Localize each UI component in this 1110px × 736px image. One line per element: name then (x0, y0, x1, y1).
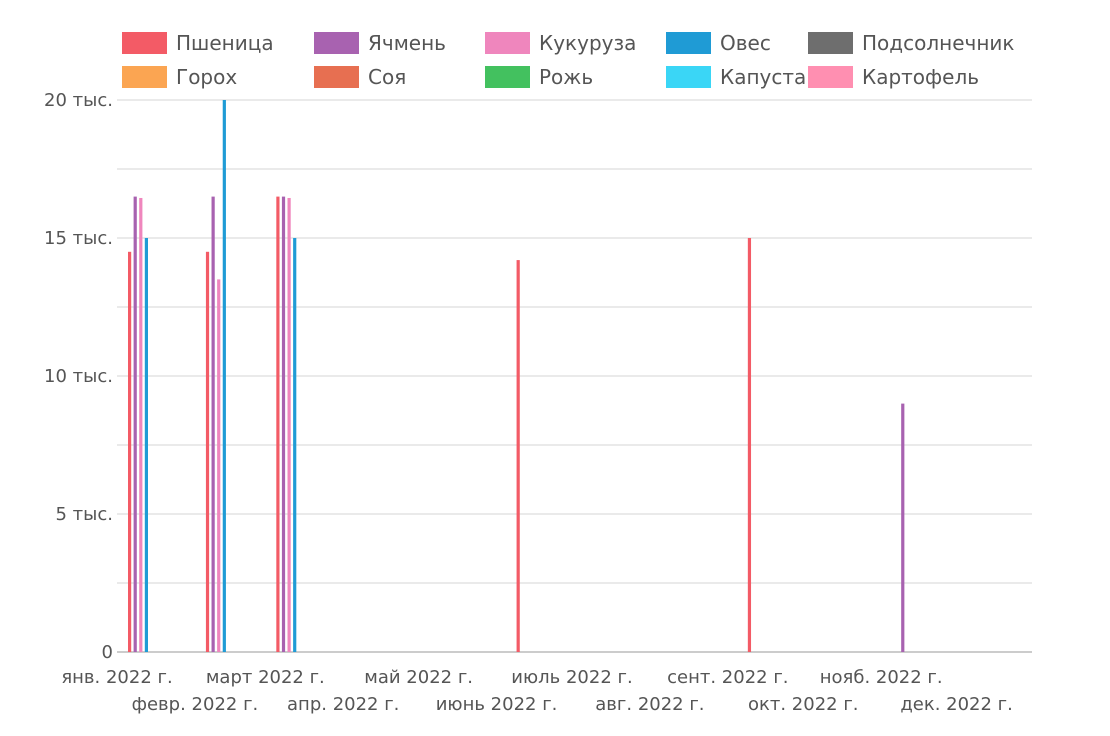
bar (128, 251, 132, 653)
legend-item: Соя (314, 65, 406, 89)
legend-item: Пшеница (122, 31, 274, 55)
legend-swatch (122, 66, 167, 88)
bar (293, 238, 297, 652)
legend-label: Ячмень (368, 31, 446, 55)
bar (139, 197, 143, 653)
x-tick-label: июнь 2022 г. (436, 694, 558, 715)
legend-item: Капуста (666, 65, 806, 89)
legend: Пшеница Ячмень Кукуруза Овес Подсолнечник Гор… (122, 31, 1014, 89)
bar (516, 260, 520, 652)
legend-swatch (808, 66, 853, 88)
legend-swatch (666, 66, 711, 88)
legend-swatch (314, 66, 359, 88)
y-tick-label: 20 тыс. (44, 90, 113, 111)
legend-swatch (666, 32, 711, 54)
legend-item: Ячмень (314, 31, 446, 55)
bar (211, 196, 215, 652)
bar (217, 279, 221, 652)
y-tick-label: 10 тыс. (44, 366, 113, 387)
x-tick-label: окт. 2022 г. (748, 694, 859, 715)
bar (205, 251, 210, 653)
bar (276, 196, 280, 652)
x-tick-label: авг. 2022 г. (595, 694, 704, 715)
legend-item: Картофель (808, 65, 979, 89)
legend-item: Подсолнечник (808, 31, 1014, 55)
bar (222, 100, 226, 652)
legend-label: Подсолнечник (862, 31, 1014, 55)
y-tick-label: 5 тыс. (56, 504, 114, 525)
legend-swatch (808, 32, 853, 54)
x-axis: янв. 2022 г. март 2022 г. май 2022 г. июль … (61, 667, 1013, 715)
bar (747, 238, 752, 652)
legend-swatch (485, 66, 530, 88)
legend-item: Рожь (485, 65, 593, 89)
legend-label: Соя (368, 65, 406, 89)
legend-item: Овес (666, 31, 771, 55)
x-tick-label: февр. 2022 г. (132, 694, 259, 715)
y-tick-label: 15 тыс. (44, 228, 113, 249)
bar (287, 197, 291, 653)
legend-label: Горох (176, 65, 237, 89)
legend-label: Капуста (720, 65, 806, 89)
x-tick-label: дек. 2022 г. (900, 694, 1013, 715)
bars (128, 100, 905, 653)
legend-label: Кукуруза (539, 31, 636, 55)
legend-label: Овес (720, 31, 771, 55)
x-tick-label: янв. 2022 г. (61, 667, 172, 688)
y-axis: 0 5 тыс. 10 тыс. 15 тыс. 20 тыс. (44, 90, 113, 663)
bar (144, 238, 148, 652)
bar (901, 403, 905, 652)
y-tick-label: 0 (102, 642, 113, 663)
legend-label: Рожь (539, 65, 593, 89)
x-tick-label: март 2022 г. (206, 667, 325, 688)
grid-lines (117, 99, 1032, 653)
x-tick-label: июль 2022 г. (511, 667, 632, 688)
x-tick-label: апр. 2022 г. (287, 694, 399, 715)
legend-label: Пшеница (176, 31, 274, 55)
legend-item: Горох (122, 65, 237, 89)
x-tick-label: сент. 2022 г. (667, 667, 788, 688)
x-tick-label: май 2022 г. (364, 667, 473, 688)
legend-item: Кукуруза (485, 31, 636, 55)
bar (133, 196, 137, 652)
legend-swatch (485, 32, 530, 54)
legend-swatch (122, 32, 167, 54)
bar (281, 196, 286, 652)
legend-swatch (314, 32, 359, 54)
x-tick-label: нояб. 2022 г. (820, 667, 943, 688)
legend-label: Картофель (862, 65, 979, 89)
